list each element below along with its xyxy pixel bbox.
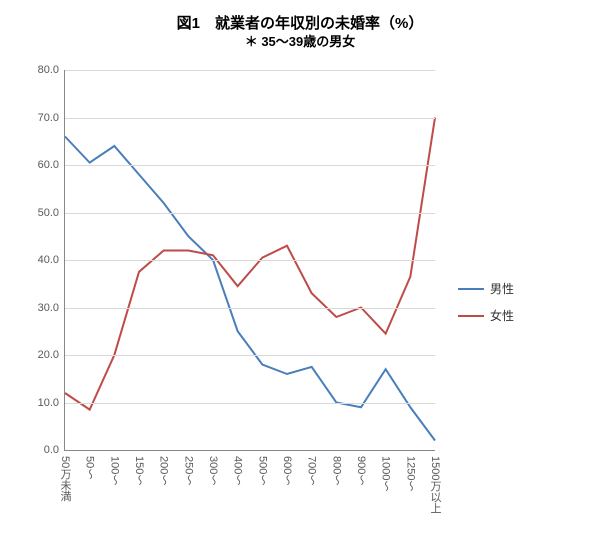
chart-subtitle: ＊ 35～39歳の男女 (0, 34, 600, 51)
x-axis-tick-label: 300～ (205, 456, 221, 488)
gridline (65, 165, 435, 166)
legend-label: 男性 (490, 280, 514, 297)
x-axis-tick-label: 150～ (131, 456, 147, 488)
y-axis-tick-label: 50.0 (38, 207, 59, 219)
x-axis-tick-label: 1500万以上 (427, 456, 443, 516)
y-axis-tick-label: 10.0 (38, 397, 59, 409)
plot-area: 0.010.020.030.040.050.060.070.080.050万未満… (64, 70, 435, 451)
chart-title-block: 図1 就業者の年収別の未婚率（%） ＊ 35～39歳の男女 (0, 14, 600, 50)
y-axis-tick-label: 20.0 (38, 349, 59, 361)
x-axis-tick-label: 200～ (156, 456, 172, 488)
x-axis-tick-label: 900～ (353, 456, 369, 488)
gridline (65, 118, 435, 119)
y-axis-tick-label: 80.0 (38, 64, 59, 76)
series-line-female (65, 118, 435, 410)
x-axis-tick-label: 50万未満 (57, 456, 73, 504)
legend-swatch-icon (458, 315, 484, 317)
gridline (65, 403, 435, 404)
gridline (65, 70, 435, 71)
y-axis-tick-label: 0.0 (44, 444, 59, 456)
x-axis-tick-label: 1000～ (378, 456, 394, 494)
y-axis-tick-label: 70.0 (38, 112, 59, 124)
x-axis-tick-label: 600～ (279, 456, 295, 488)
chart-container: 図1 就業者の年収別の未婚率（%） ＊ 35～39歳の男女 0.010.020.… (0, 0, 600, 551)
y-axis-tick-label: 30.0 (38, 302, 59, 314)
legend-swatch-icon (458, 288, 484, 290)
x-axis-tick-label: 800～ (328, 456, 344, 488)
x-axis-tick-label: 700～ (304, 456, 320, 488)
gridline (65, 355, 435, 356)
x-axis-tick-label: 400～ (230, 456, 246, 488)
legend: 男性女性 (458, 270, 514, 334)
gridline (65, 308, 435, 309)
x-axis-tick-label: 1250～ (402, 456, 418, 494)
x-axis-tick-label: 50～ (82, 456, 98, 482)
y-axis-tick-label: 60.0 (38, 159, 59, 171)
gridline (65, 260, 435, 261)
y-axis-tick-label: 40.0 (38, 254, 59, 266)
x-axis-tick-label: 250～ (180, 456, 196, 488)
legend-item-female: 女性 (458, 307, 514, 324)
gridline (65, 213, 435, 214)
legend-item-male: 男性 (458, 280, 514, 297)
x-axis-tick-label: 500～ (254, 456, 270, 488)
series-line-male (65, 137, 435, 441)
chart-title: 図1 就業者の年収別の未婚率（%） (0, 14, 600, 34)
legend-label: 女性 (490, 307, 514, 324)
x-axis-tick-label: 100～ (106, 456, 122, 488)
